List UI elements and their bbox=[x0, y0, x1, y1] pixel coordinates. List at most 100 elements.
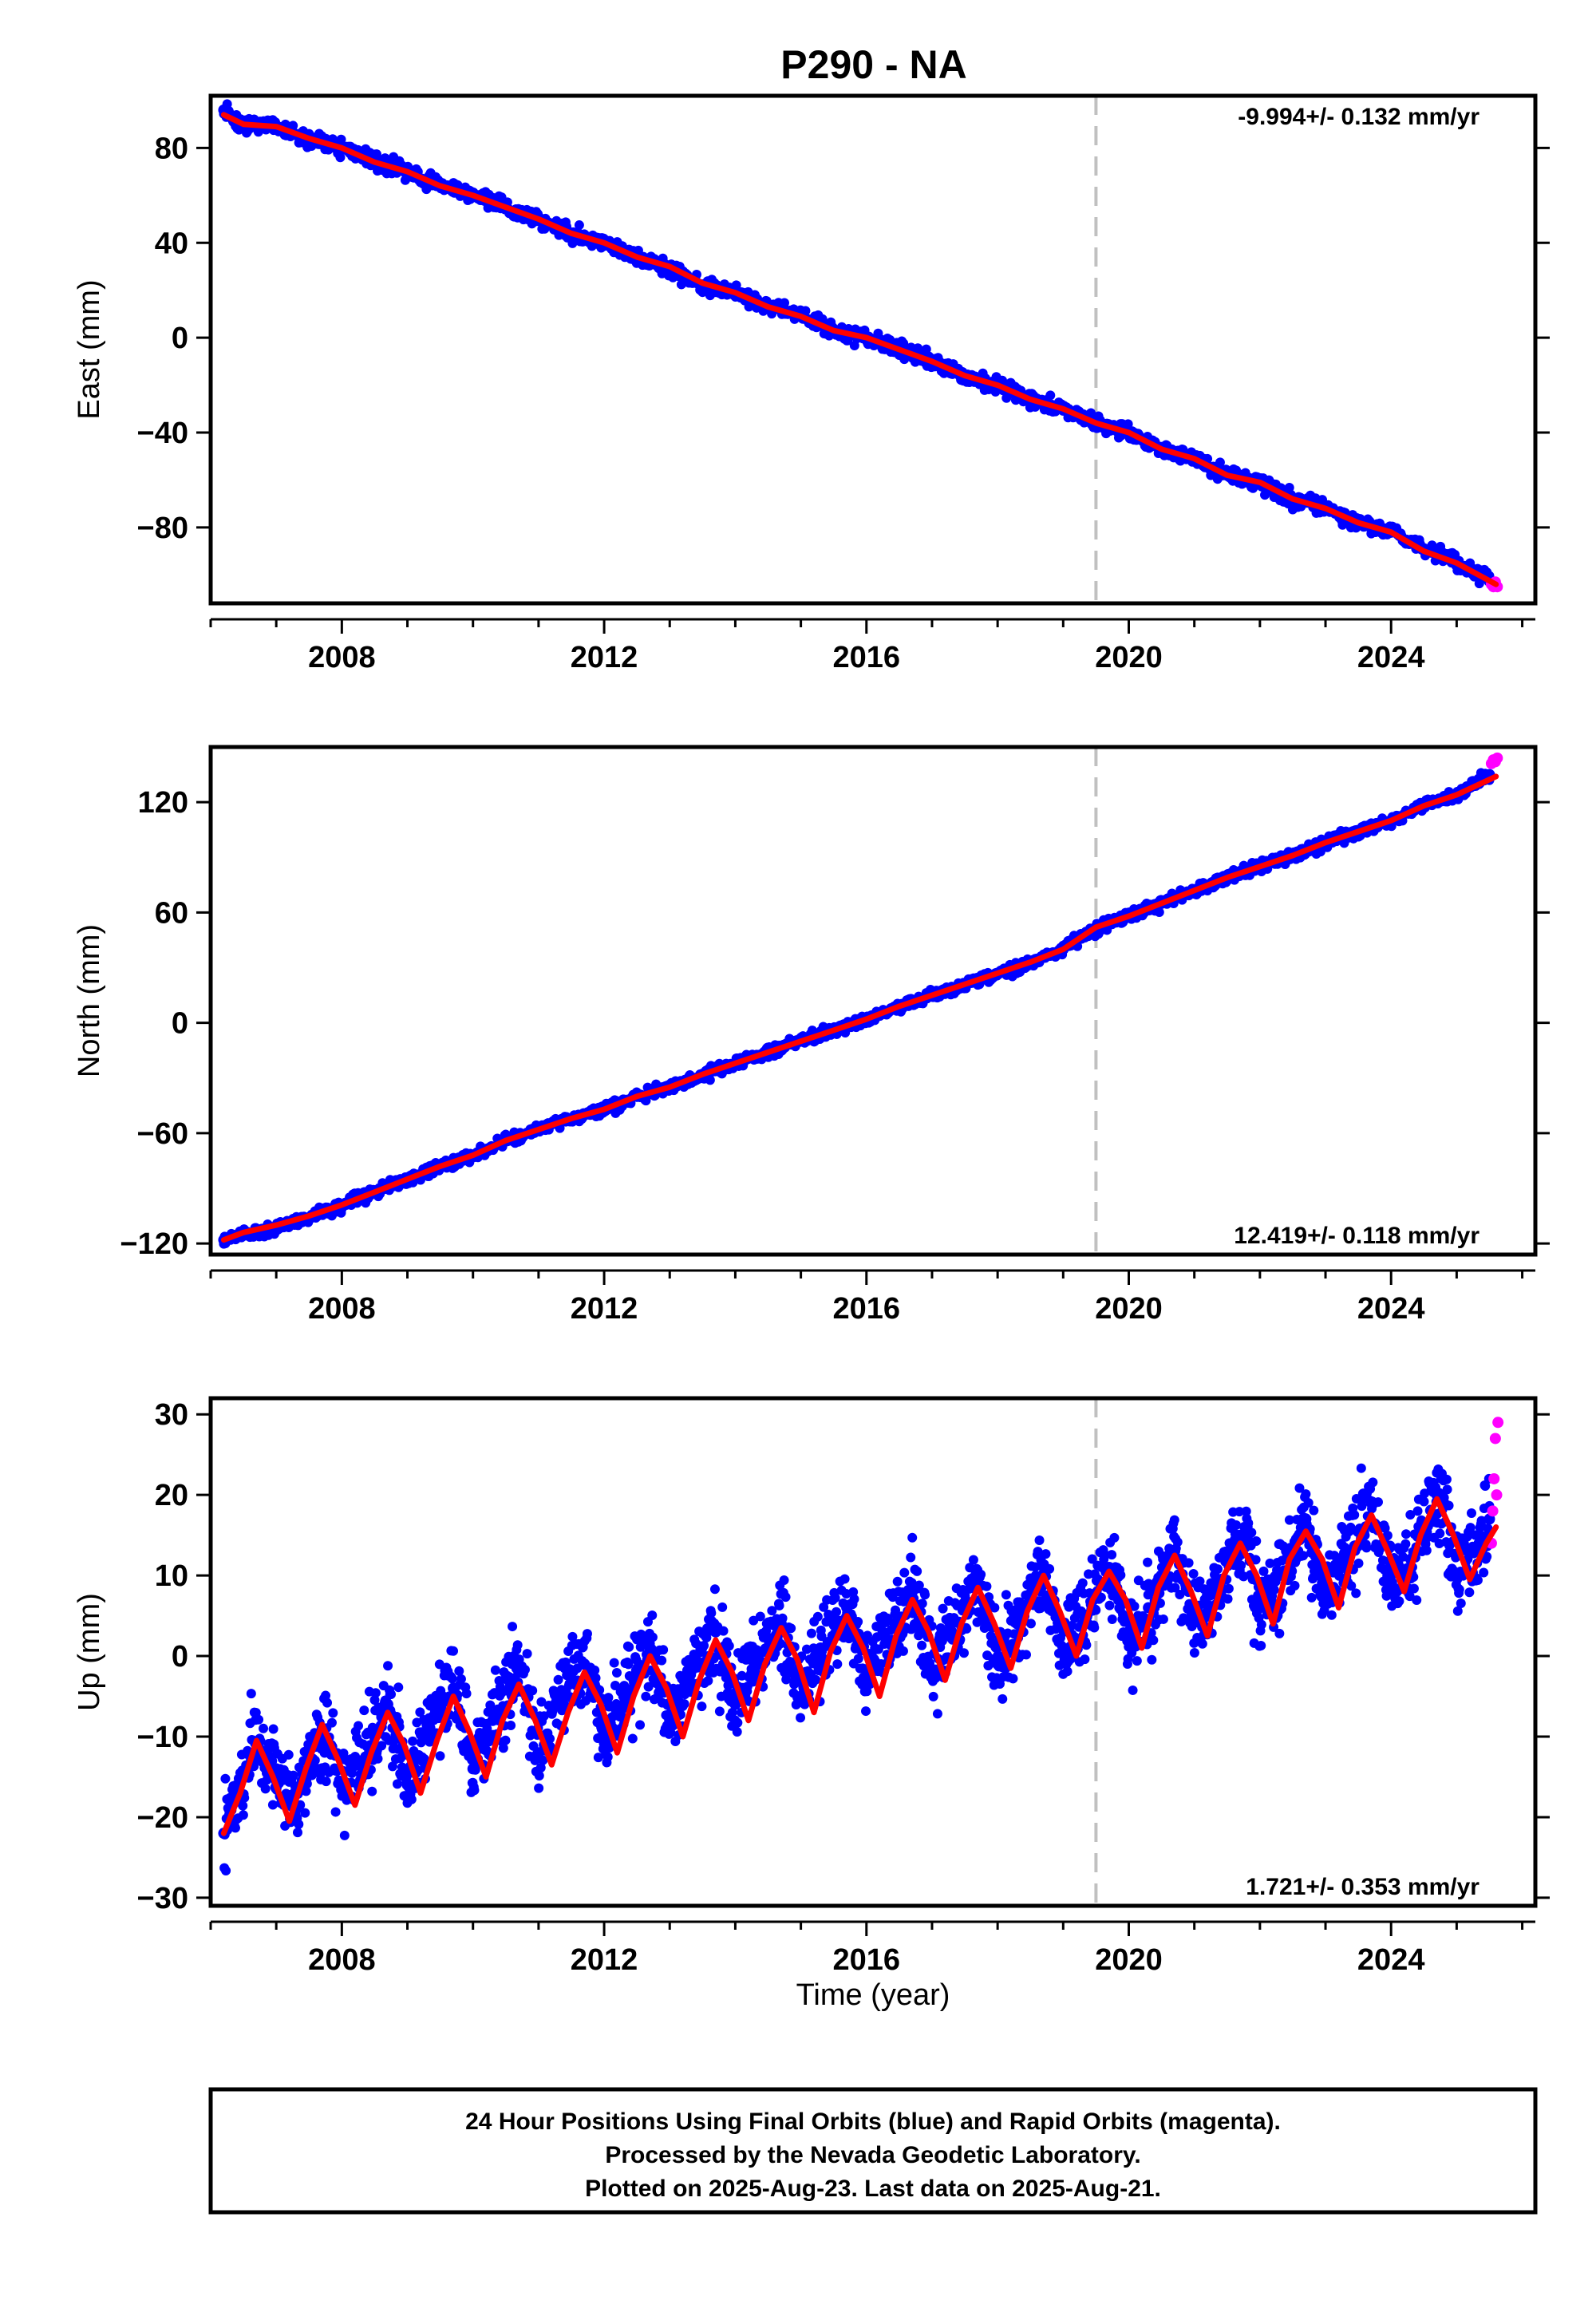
up-data-point bbox=[294, 1819, 304, 1829]
up-data-point bbox=[330, 1807, 341, 1817]
up-data-layer bbox=[218, 1398, 1504, 1906]
east-y-tick-label: 80 bbox=[155, 132, 188, 165]
up-data-point bbox=[1087, 1554, 1097, 1564]
up-data-point bbox=[1025, 1618, 1036, 1629]
up-data-point bbox=[861, 1706, 871, 1717]
up-data-point bbox=[755, 1611, 765, 1622]
up-data-point bbox=[635, 1720, 646, 1730]
up-data-point bbox=[262, 1775, 272, 1785]
up-data-point bbox=[268, 1724, 279, 1734]
up-data-point bbox=[301, 1786, 311, 1796]
up-data-point bbox=[983, 1661, 994, 1671]
up-data-point bbox=[392, 1779, 402, 1789]
up-data-point bbox=[907, 1578, 917, 1588]
up-data-point bbox=[610, 1681, 620, 1691]
up-data-point bbox=[419, 1753, 429, 1764]
up-data-point bbox=[647, 1611, 658, 1621]
up-data-point bbox=[723, 1680, 733, 1690]
up-data-point bbox=[714, 1706, 725, 1717]
up-data-point bbox=[627, 1733, 638, 1744]
east-data-layer bbox=[218, 96, 1503, 603]
up-data-point bbox=[1041, 1549, 1051, 1559]
up-data-point bbox=[567, 1631, 578, 1642]
north-data-point bbox=[1154, 907, 1164, 918]
up-data-point bbox=[373, 1753, 383, 1764]
east-y-tick-label: −80 bbox=[137, 512, 188, 545]
up-data-point bbox=[283, 1749, 294, 1760]
up-data-point bbox=[1116, 1570, 1126, 1580]
up-data-point bbox=[536, 1697, 547, 1707]
up-data-point bbox=[456, 1674, 466, 1684]
up-data-point bbox=[727, 1707, 737, 1717]
up-data-point bbox=[500, 1735, 511, 1745]
up-data-point bbox=[603, 1693, 614, 1703]
up-data-point bbox=[767, 1606, 777, 1616]
up-data-point bbox=[848, 1587, 859, 1597]
up-data-point bbox=[535, 1762, 546, 1773]
up-data-point bbox=[853, 1617, 863, 1627]
east-y-tick-label: −40 bbox=[137, 417, 188, 450]
up-data-point bbox=[1033, 1547, 1043, 1557]
up-data-point bbox=[701, 1633, 712, 1643]
up-data-point bbox=[339, 1830, 350, 1840]
up-data-point bbox=[591, 1673, 601, 1683]
east-x-tick-label: 2020 bbox=[1095, 641, 1163, 674]
up-data-point bbox=[806, 1628, 816, 1638]
up-data-point bbox=[906, 1552, 916, 1563]
north-rapid-points bbox=[1485, 752, 1503, 769]
up-data-point bbox=[447, 1674, 457, 1684]
up-data-point bbox=[1030, 1562, 1041, 1572]
up-data-point bbox=[328, 1708, 338, 1718]
north-y-tick-label: 120 bbox=[138, 786, 188, 820]
up-data-point bbox=[914, 1580, 924, 1591]
north-x-tick-label: 2020 bbox=[1095, 1292, 1163, 1326]
up-data-point bbox=[1107, 1614, 1117, 1625]
up-data-point bbox=[254, 1714, 264, 1725]
up-data-point bbox=[1109, 1532, 1120, 1543]
up-data-point bbox=[538, 1755, 548, 1765]
up-data-point bbox=[221, 1865, 231, 1875]
up-data-point bbox=[292, 1828, 302, 1838]
up-data-point bbox=[781, 1674, 792, 1685]
up-data-point bbox=[1129, 1601, 1140, 1611]
up-data-point bbox=[706, 1608, 717, 1618]
up-data-point bbox=[994, 1679, 1005, 1690]
up-data-point bbox=[786, 1657, 796, 1667]
up-data-point bbox=[485, 1700, 496, 1710]
up-data-point bbox=[624, 1642, 634, 1652]
up-data-point bbox=[811, 1674, 821, 1685]
up-data-point bbox=[454, 1666, 464, 1676]
up-data-point bbox=[647, 1632, 658, 1642]
up-data-point bbox=[774, 1600, 784, 1611]
up-data-point bbox=[435, 1751, 445, 1761]
up-data-point bbox=[786, 1623, 796, 1634]
up-data-point bbox=[623, 1659, 634, 1670]
east-data-point bbox=[1123, 419, 1133, 429]
east-data-point bbox=[371, 149, 381, 160]
up-data-point bbox=[393, 1682, 404, 1693]
east-data-point bbox=[574, 220, 584, 231]
east-model-curve bbox=[220, 112, 1499, 587]
east-x-tick-label: 2024 bbox=[1357, 641, 1425, 674]
up-data-point bbox=[238, 1800, 248, 1811]
east-rate-label: -9.994+/- 0.132 mm/yr bbox=[1238, 104, 1479, 130]
up-data-point bbox=[780, 1592, 791, 1603]
up-data-point bbox=[932, 1709, 942, 1719]
east-data-point bbox=[731, 280, 741, 290]
up-data-point bbox=[1034, 1535, 1045, 1545]
east-x-tick-label: 2012 bbox=[571, 641, 638, 674]
up-data-point bbox=[1062, 1666, 1073, 1677]
up-data-point bbox=[779, 1575, 789, 1585]
up-data-point bbox=[553, 1674, 563, 1685]
up-data-point bbox=[512, 1640, 523, 1650]
up-data-point bbox=[1077, 1578, 1088, 1588]
up-data-point bbox=[387, 1761, 397, 1772]
up-data-point bbox=[602, 1752, 613, 1762]
up-data-point bbox=[990, 1603, 1000, 1613]
north-rate-label: 12.419+/- 0.118 mm/yr bbox=[1234, 1223, 1479, 1249]
